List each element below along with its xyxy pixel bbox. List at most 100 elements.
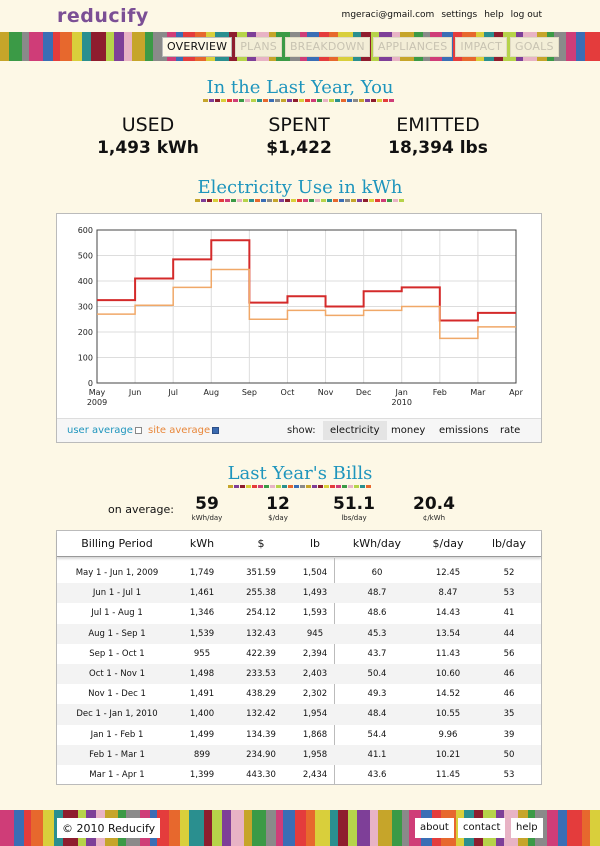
avg-value: 51.1	[333, 494, 375, 514]
table-cell: May 1 - Jun 1, 2009	[75, 568, 159, 579]
avg-dollars-day: 12 $/day	[243, 494, 313, 522]
logout-link[interactable]: log out	[510, 10, 542, 20]
copyright: © 2010 Reducify	[57, 818, 161, 838]
table-cell: 2,434	[302, 769, 328, 780]
x-tick-label: Mar	[470, 388, 486, 397]
x-tick-label: 2009	[87, 398, 107, 407]
show-money-button[interactable]: money	[391, 425, 426, 436]
stat-used-value: 1,493 kWh	[97, 138, 199, 158]
tab-plans[interactable]: PLANS	[235, 37, 282, 57]
table-cell: 9.96	[438, 729, 458, 740]
show-emissions-button[interactable]: emissions	[439, 425, 489, 436]
tab-impact[interactable]: IMPACT	[455, 37, 507, 57]
table-row: Mar 1 - Apr 1 1,399 443.30 2,434 43.6 11.45 53	[57, 765, 541, 785]
table-row: May 1 - Jun 1, 2009 1,749 351.59 1,504 60 12.…	[57, 563, 541, 583]
table-cell: 43.7	[367, 648, 387, 659]
table-cell: 53	[503, 588, 515, 599]
avg-unit: $/day	[268, 514, 288, 522]
avg-cents-kwh: 20.4 ¢/kWh	[399, 494, 469, 522]
x-tick-label: Dec	[356, 388, 371, 397]
user-average-checkbox[interactable]	[134, 426, 142, 434]
x-tick-label: Nov	[318, 388, 334, 397]
table-row: Jun 1 - Jul 1 1,461 255.38 1,493 48.7 8.47 53	[57, 583, 541, 604]
table-cell: 52	[503, 568, 515, 579]
user-average-toggle[interactable]: user average	[67, 425, 142, 436]
table-row: Feb 1 - Mar 1 899 234.90 1,958 41.1 10.21 50	[57, 744, 541, 765]
table-cell: 46	[503, 689, 515, 700]
col-lb[interactable]: lb	[309, 537, 321, 550]
site-average-line	[97, 268, 516, 340]
col-kwh-day[interactable]: kWh/day	[352, 537, 402, 550]
table-cell: 10.60	[435, 669, 461, 680]
chart-panel: 0 100 200 300 400 500 600 May 2009 Jun Jul Aug Sep Oc…	[56, 213, 542, 443]
table-row: Jul 1 - Aug 1 1,346 254.12 1,593 48.6 14.43 41	[57, 603, 541, 623]
col-kwh[interactable]: kWh	[189, 537, 215, 550]
table-cell: Feb 1 - Mar 1	[89, 749, 145, 760]
table-cell: Aug 1 - Sep 1	[88, 628, 146, 639]
tab-goals[interactable]: GOALS	[510, 37, 559, 57]
table-cell: 10.55	[435, 709, 461, 720]
table-cell: 35	[503, 709, 515, 720]
chart-title: Electricity Use in kWh	[197, 177, 403, 198]
table-cell: 54.4	[367, 729, 387, 740]
plot-border	[96, 229, 517, 384]
y-tick-label: 600	[78, 226, 93, 235]
table-row: Aug 1 - Sep 1 1,539 132.43 945 45.3 13.54 44	[57, 623, 541, 644]
table-header: Billing Period kWh $ lb kWh/day $/day lb…	[57, 531, 541, 557]
col-billing-period[interactable]: Billing Period	[81, 537, 153, 550]
col-dollars-day[interactable]: $/day	[432, 537, 464, 550]
y-tick-label: 0	[88, 379, 93, 388]
top-header: reducify mgeraci@gmail.com settings help…	[0, 0, 600, 32]
help-link[interactable]: help	[484, 10, 504, 20]
table-row: Nov 1 - Dec 1 1,491 438.29 2,302 49.3 14.52 46	[57, 684, 541, 704]
table-cell: 1,958	[302, 749, 328, 760]
user-average-label: user average	[67, 425, 133, 436]
stat-used: USED 1,493 kWh	[68, 114, 228, 158]
table-cell: 132.42	[246, 709, 276, 720]
user-email-link[interactable]: mgeraci@gmail.com	[341, 10, 435, 20]
table-cell: 50.4	[367, 669, 387, 680]
settings-link[interactable]: settings	[441, 10, 478, 20]
app-logo[interactable]: reducify	[57, 5, 149, 27]
y-tick-label: 400	[78, 277, 93, 286]
show-rate-button[interactable]: rate	[500, 425, 521, 436]
stat-emitted-label: EMITTED	[396, 114, 480, 136]
table-cell: 48.6	[367, 608, 387, 619]
bills-table: Billing Period kWh $ lb kWh/day $/day lb…	[56, 530, 542, 785]
avg-unit: kWh/day	[191, 514, 223, 522]
table-cell: 39	[503, 729, 515, 740]
table-cell: 1,400	[189, 709, 215, 720]
table-cell: 14.52	[435, 689, 461, 700]
user-usage-line	[97, 239, 516, 322]
table-cell: Nov 1 - Dec 1	[88, 689, 146, 700]
col-lb-day[interactable]: lb/day	[492, 537, 526, 550]
show-electricity-button[interactable]: electricity	[323, 421, 387, 440]
site-average-toggle[interactable]: site average	[148, 425, 220, 436]
table-cell: 10.21	[435, 749, 461, 760]
table-cell: 1,504	[302, 568, 328, 579]
table-cell: 945	[306, 628, 324, 639]
title-underline	[228, 485, 372, 488]
table-cell: Sep 1 - Oct 1	[89, 648, 145, 659]
table-cell: Mar 1 - Apr 1	[89, 769, 145, 780]
table-cell: 1,954	[302, 709, 328, 720]
bills-title: Last Year's Bills	[227, 463, 373, 484]
about-link[interactable]: about	[415, 818, 454, 838]
stat-spent: SPENT $1,422	[219, 114, 379, 158]
tab-appliances[interactable]: APPLIANCES	[372, 37, 453, 57]
table-cell: 60	[371, 568, 383, 579]
col-dollars[interactable]: $	[257, 537, 265, 550]
table-cell: 422.39	[246, 648, 276, 659]
tab-overview[interactable]: OVERVIEW	[162, 37, 233, 57]
site-average-checkbox[interactable]	[212, 426, 220, 434]
table-cell: 44	[503, 628, 515, 639]
tab-breakdown[interactable]: BREAKDOWN	[284, 37, 370, 57]
help-footer-link[interactable]: help	[511, 818, 543, 838]
table-cell: 41	[503, 608, 515, 619]
avg-value: 20.4	[413, 494, 455, 514]
x-tick-label: Sep	[242, 388, 257, 397]
table-cell: 43.6	[367, 769, 387, 780]
contact-link[interactable]: contact	[458, 818, 506, 838]
x-tick-label: 2010	[392, 398, 412, 407]
